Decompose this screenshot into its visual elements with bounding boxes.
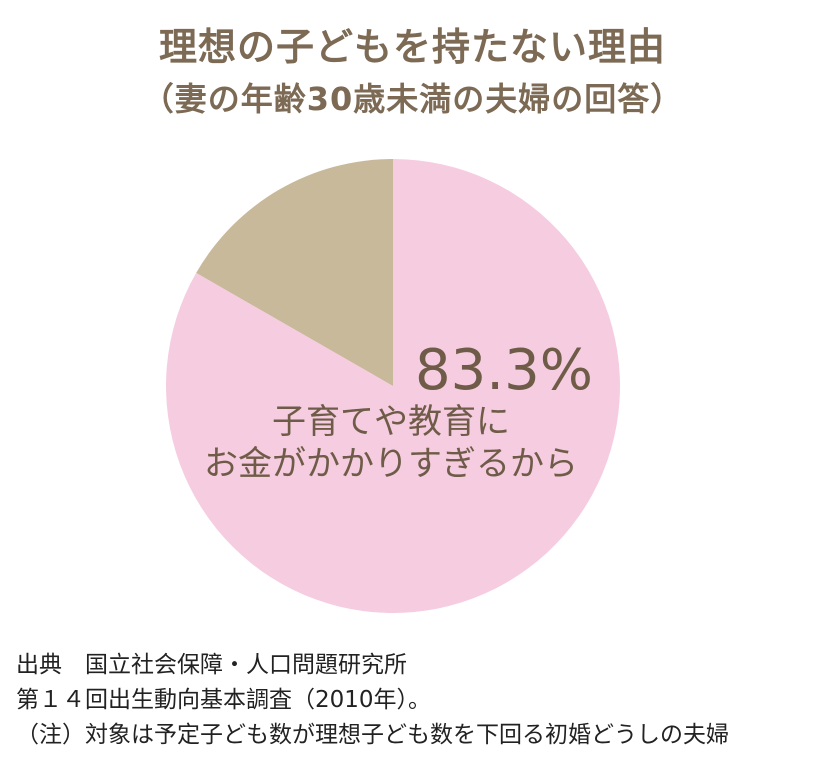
slice-value-label-0: 83.3% bbox=[415, 338, 593, 403]
source-line-1: 出典 国立社会保障・人口問題研究所 bbox=[16, 652, 407, 678]
source-line-2: 第１４回出生動向基本調査（2010年）。 bbox=[16, 687, 432, 713]
chart-title: 理想の子どもを持たない理由 bbox=[158, 25, 666, 69]
source-line-3: （注）対象は予定子ども数が理想子ども数を下回る初婚どうしの夫婦 bbox=[16, 722, 729, 748]
pie-slice-1 bbox=[196, 159, 393, 386]
pie-slice-0 bbox=[165, 159, 621, 614]
source-note: 出典 国立社会保障・人口問題研究所 第１４回出生動向基本調査（2010年）。 （… bbox=[16, 648, 816, 753]
slice-label-0-line-1: 子育てや教育に bbox=[272, 402, 510, 442]
pie-slices bbox=[165, 159, 621, 614]
chart-subtitle: （妻の年齢30歳未満の夫婦の回答） bbox=[141, 80, 684, 118]
slice-label-0-line-2: お金がかかりすぎるから bbox=[204, 444, 578, 484]
